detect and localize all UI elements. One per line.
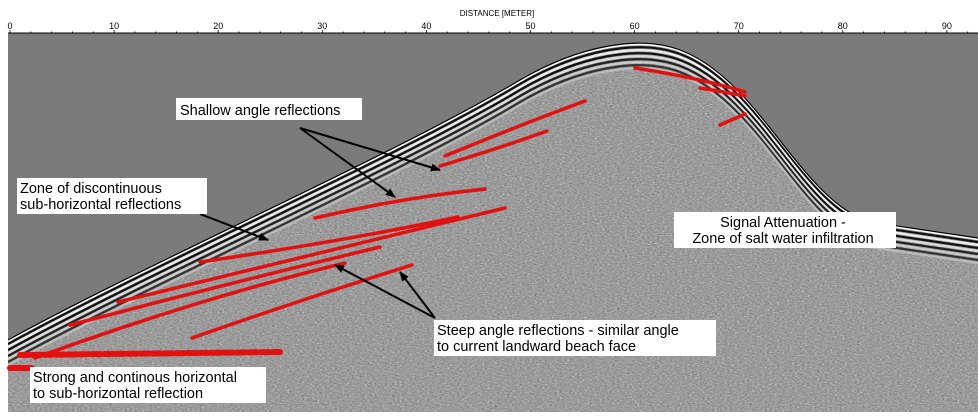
annotation-text: Shallow angle reflections bbox=[180, 103, 340, 119]
tick-label: 60 bbox=[630, 21, 640, 31]
top-axis: DISTANCE [METER] bbox=[8, 9, 978, 33]
annotation-text: Signal Attenuation - bbox=[720, 215, 846, 231]
annotation-text: Zone of discontinuous bbox=[20, 181, 162, 197]
tick-label: 20 bbox=[213, 21, 223, 31]
tick-label: 90 bbox=[942, 21, 952, 31]
annotation-text: Zone of salt water infiltration bbox=[692, 231, 873, 247]
tick-label: 70 bbox=[734, 21, 744, 31]
annotation-text: to sub-horizontal reflection bbox=[33, 386, 203, 402]
tick-label: 30 bbox=[317, 21, 327, 31]
annotation-text: sub-horizontal reflections bbox=[20, 197, 181, 213]
page: {"axis": {"title": "DISTANCE [METER]", "… bbox=[0, 0, 978, 412]
tick-labels: 0 10 20 30 40 50 60 70 80 90 bbox=[7, 21, 967, 33]
tick-label: 40 bbox=[421, 21, 431, 31]
tick-label: 10 bbox=[109, 21, 119, 31]
axis-title: DISTANCE [METER] bbox=[460, 9, 535, 18]
tick-label: 50 bbox=[525, 21, 535, 31]
tick-label: 0 bbox=[7, 21, 12, 31]
annotation-text: Steep angle reflections - similar angle bbox=[437, 323, 679, 339]
radargram-figure: DISTANCE [METER] 0 10 20 30 40 50 60 70 80 90 Sha… bbox=[0, 0, 978, 412]
tick-label: 80 bbox=[838, 21, 848, 31]
annotation-text: Strong and continous horizontal bbox=[33, 370, 237, 386]
annotation-text: to current landward beach face bbox=[437, 339, 636, 355]
